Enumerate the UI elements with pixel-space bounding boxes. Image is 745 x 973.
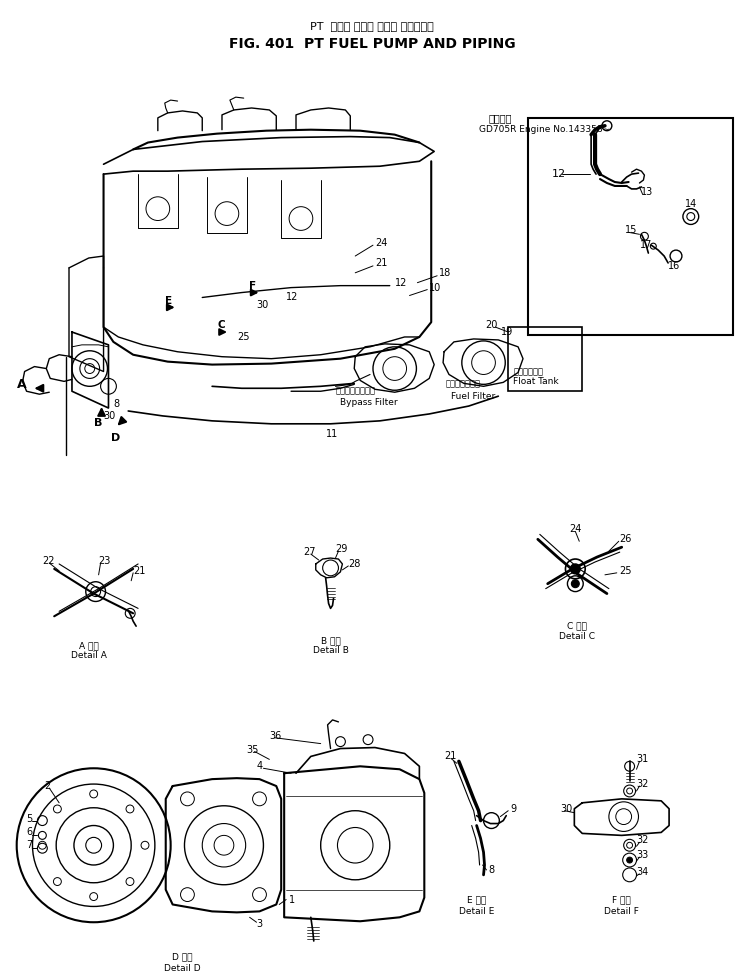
Text: 2: 2 [45, 781, 51, 791]
Text: 35: 35 [247, 744, 259, 754]
Text: 18: 18 [439, 268, 451, 278]
Text: 13: 13 [641, 187, 653, 197]
Text: 29: 29 [335, 544, 348, 555]
Text: Bypass Filter: Bypass Filter [340, 398, 398, 407]
Text: Detail B: Detail B [313, 646, 349, 656]
Text: B: B [94, 417, 102, 428]
Circle shape [565, 559, 585, 579]
Text: Float Tank: Float Tank [513, 377, 559, 386]
Text: C 詳細: C 詳細 [568, 622, 587, 631]
Text: 31: 31 [636, 754, 649, 765]
Text: C: C [217, 320, 225, 330]
Text: 24: 24 [375, 238, 387, 248]
Text: 10: 10 [429, 282, 442, 293]
Text: 9: 9 [510, 804, 516, 813]
Text: 7: 7 [27, 841, 33, 850]
Text: フロータンク: フロータンク [513, 367, 543, 376]
Text: 4: 4 [256, 761, 263, 772]
Text: 34: 34 [636, 867, 649, 877]
Text: GD705R Engine No.143358∼: GD705R Engine No.143358∼ [478, 126, 609, 134]
Text: A 詳細: A 詳細 [79, 641, 98, 650]
Text: A: A [16, 378, 26, 391]
Text: 30: 30 [560, 804, 573, 813]
Text: 22: 22 [42, 556, 55, 566]
Text: 6: 6 [27, 827, 33, 838]
Text: 12: 12 [395, 277, 407, 288]
Text: 27: 27 [303, 547, 315, 558]
Circle shape [91, 587, 101, 596]
Text: Detail F: Detail F [604, 907, 639, 916]
Text: Detail E: Detail E [459, 907, 495, 916]
Text: 36: 36 [270, 731, 282, 740]
Text: 8: 8 [113, 399, 119, 409]
Text: 11: 11 [326, 429, 338, 439]
Text: 21: 21 [133, 566, 145, 576]
Text: 32: 32 [636, 836, 649, 846]
Text: Detail A: Detail A [71, 651, 107, 661]
Text: 19: 19 [501, 327, 513, 337]
Text: 21: 21 [375, 258, 387, 268]
Text: 5: 5 [27, 813, 33, 823]
Text: B 詳細: B 詳細 [320, 636, 340, 645]
Circle shape [571, 564, 580, 574]
Text: 20: 20 [486, 320, 498, 330]
Text: 14: 14 [685, 198, 697, 209]
Circle shape [602, 121, 612, 130]
Text: F: F [249, 280, 256, 291]
Circle shape [616, 809, 632, 824]
Text: PT  フェル ポンプ および パイピング: PT フェル ポンプ および パイピング [310, 21, 434, 31]
Circle shape [627, 857, 633, 863]
Text: 8: 8 [489, 865, 495, 875]
Bar [528, 118, 733, 335]
Text: 26: 26 [619, 534, 631, 544]
Text: F 詳細: F 詳細 [612, 895, 631, 904]
Text: 30: 30 [104, 411, 115, 421]
Text: 25: 25 [619, 566, 631, 576]
Text: 32: 32 [636, 779, 649, 789]
Text: FIG. 401  PT FUEL PUMP AND PIPING: FIG. 401 PT FUEL PUMP AND PIPING [229, 37, 516, 51]
Text: Fuel Filter: Fuel Filter [451, 392, 495, 401]
Text: バイパスフィルタ: バイパスフィルタ [335, 386, 375, 396]
Text: 3: 3 [256, 919, 263, 929]
Text: 25: 25 [237, 332, 250, 342]
Text: 12: 12 [286, 293, 299, 303]
Circle shape [571, 580, 580, 588]
Text: 15: 15 [624, 226, 637, 235]
Text: 16: 16 [668, 261, 680, 270]
Text: 33: 33 [636, 850, 649, 860]
Text: D: D [112, 433, 121, 443]
Text: 12: 12 [551, 169, 565, 179]
Text: D 詳細: D 詳細 [172, 953, 193, 961]
Text: 21: 21 [444, 751, 457, 762]
Text: Detail D: Detail D [164, 964, 201, 973]
Text: 適用号等: 適用号等 [489, 113, 512, 123]
Text: 1: 1 [289, 894, 295, 905]
Text: E 詳細: E 詳細 [467, 895, 486, 904]
Text: 28: 28 [349, 559, 361, 569]
Text: 30: 30 [256, 301, 269, 310]
Text: 24: 24 [569, 524, 582, 534]
Text: 17: 17 [639, 240, 652, 250]
Text: 23: 23 [98, 556, 111, 566]
Text: E: E [165, 297, 172, 306]
Text: Detail C: Detail C [559, 631, 595, 640]
Bar [508, 327, 583, 391]
Text: フェルフィルタ: フェルフィルタ [446, 379, 481, 389]
